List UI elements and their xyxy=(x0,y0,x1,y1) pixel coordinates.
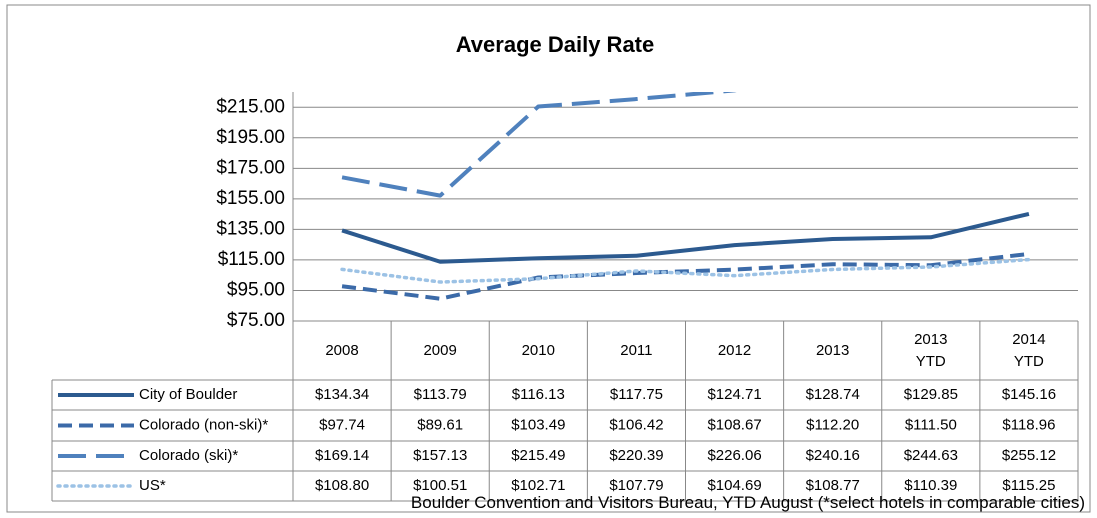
chart-title: Average Daily Rate xyxy=(456,32,655,57)
x-tick-label-box: 2011 xyxy=(620,341,653,359)
y-tick-label: $135.00 xyxy=(216,218,285,239)
x-tick-label: 2009 xyxy=(423,341,457,359)
y-tick-label: $215.00 xyxy=(216,96,285,117)
data-label: $129.85 xyxy=(904,386,958,403)
legend-label: Colorado (non-ski)* xyxy=(139,416,268,433)
x-tick-label: 2013 YTD xyxy=(914,330,948,370)
data-label: $100.51 xyxy=(413,477,467,494)
series-line xyxy=(341,92,737,198)
data-label: $255.12 xyxy=(1002,447,1056,464)
data-label: $117.75 xyxy=(610,386,663,403)
legend-label: US* xyxy=(139,477,166,494)
x-tick-label-box: 2014 YTD xyxy=(1012,330,1046,370)
footnote: Boulder Convention and Visitors Bureau, … xyxy=(411,493,1085,512)
data-label: $110.39 xyxy=(904,477,957,494)
series-line xyxy=(340,257,1031,284)
data-label: $116.13 xyxy=(512,386,565,403)
data-label: $112.20 xyxy=(806,416,859,433)
data-label: $115.25 xyxy=(1002,477,1055,494)
data-label: $240.16 xyxy=(806,447,860,464)
x-tick-label-box: 2008 xyxy=(325,341,359,359)
data-label: $244.63 xyxy=(904,447,958,464)
data-label: $104.69 xyxy=(707,477,761,494)
data-label: $220.39 xyxy=(609,447,663,464)
x-tick-label-box: 2009 xyxy=(423,341,457,359)
x-tick-label: 2011 xyxy=(620,341,653,359)
y-tick-label: $115.00 xyxy=(218,249,285,270)
data-label: $111.50 xyxy=(905,416,957,433)
series-line xyxy=(341,211,1030,264)
data-label: $157.13 xyxy=(413,447,467,464)
x-tick-label-box: 2013 xyxy=(815,341,850,359)
x-tick-label: 2014 YTD xyxy=(1012,330,1046,370)
x-tick-label: 2013 xyxy=(815,341,850,359)
data-label: $97.74 xyxy=(319,416,365,433)
data-label: $124.71 xyxy=(707,386,761,403)
legend-label: Colorado (ski)* xyxy=(139,447,238,464)
x-tick-label: 2012 xyxy=(717,341,752,359)
data-label: $128.74 xyxy=(806,386,860,403)
y-tick-label: $95.00 xyxy=(227,279,285,300)
data-label: $108.80 xyxy=(315,477,369,494)
x-tick-label-box: 2010 xyxy=(521,341,555,359)
x-tick-label: 2008 xyxy=(325,341,359,359)
data-label: $106.42 xyxy=(609,416,663,433)
data-label: $89.61 xyxy=(417,416,463,433)
data-label: $108.77 xyxy=(806,477,860,494)
data-label: $107.79 xyxy=(609,477,663,494)
y-tick-label: $75.00 xyxy=(227,310,285,331)
data-label: $102.71 xyxy=(511,477,565,494)
x-tick-label-box: 2012 xyxy=(717,341,752,359)
data-label: $169.14 xyxy=(315,447,369,464)
data-label: $134.34 xyxy=(315,386,369,403)
series-line xyxy=(341,251,1030,301)
y-tick-label: $175.00 xyxy=(216,157,285,178)
legend-label: City of Boulder xyxy=(139,386,237,403)
data-label: $226.06 xyxy=(707,447,761,464)
x-tick-label-box: 2013 YTD xyxy=(914,330,948,370)
data-label: $113.79 xyxy=(414,386,467,403)
data-label: $215.49 xyxy=(511,447,565,464)
data-label: $108.67 xyxy=(707,416,761,433)
y-tick-label: $195.00 xyxy=(216,127,285,148)
data-label: $103.49 xyxy=(511,416,565,433)
y-tick-label: $155.00 xyxy=(216,188,285,209)
data-label: $118.96 xyxy=(1002,416,1055,433)
data-label: $145.16 xyxy=(1002,386,1056,403)
plot-lines xyxy=(340,92,1031,301)
x-tick-label: 2010 xyxy=(521,341,555,359)
